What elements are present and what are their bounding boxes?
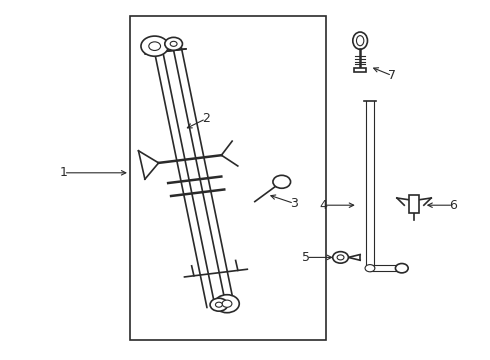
Circle shape	[333, 252, 348, 263]
Text: 2: 2	[202, 112, 210, 125]
Text: 7: 7	[388, 69, 396, 82]
Bar	[130, 16, 326, 340]
Text: 6: 6	[449, 199, 457, 212]
Circle shape	[273, 175, 291, 188]
Circle shape	[395, 264, 408, 273]
Circle shape	[215, 295, 239, 313]
Circle shape	[149, 42, 161, 50]
Text: 5: 5	[302, 251, 310, 264]
Circle shape	[141, 36, 169, 56]
Text: 3: 3	[290, 197, 298, 210]
Circle shape	[165, 37, 182, 50]
Text: 1: 1	[60, 166, 68, 179]
Circle shape	[337, 255, 344, 260]
Bar	[409, 195, 419, 213]
Circle shape	[170, 41, 177, 46]
Ellipse shape	[356, 36, 364, 46]
Circle shape	[365, 265, 375, 272]
Bar	[354, 68, 366, 72]
Ellipse shape	[353, 32, 368, 49]
Text: 4: 4	[319, 199, 327, 212]
Circle shape	[222, 300, 232, 307]
Circle shape	[210, 298, 228, 311]
Circle shape	[216, 302, 222, 307]
